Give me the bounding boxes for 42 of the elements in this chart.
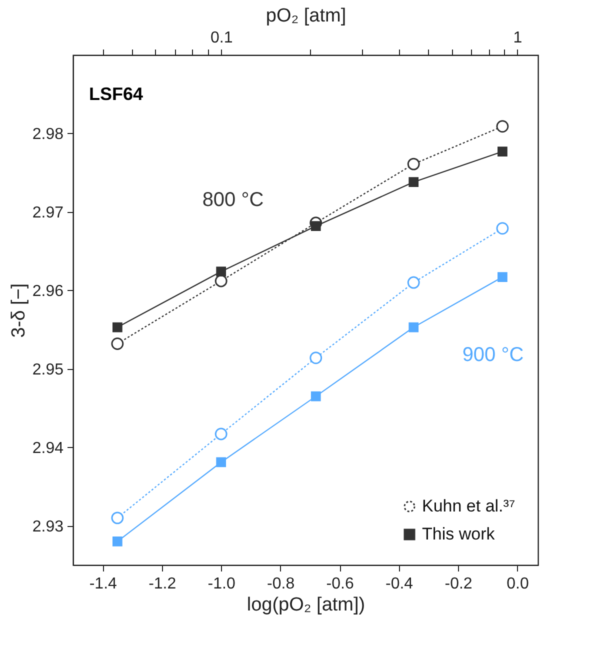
x2-tick-label: 1	[513, 30, 522, 46]
x-tick-label: -1.2	[148, 576, 176, 592]
point	[216, 457, 226, 468]
annotation: LSF64	[89, 84, 144, 104]
legend-label: This work	[422, 524, 496, 544]
point	[498, 146, 508, 156]
annotation: 900 °C	[462, 344, 524, 366]
point	[408, 322, 419, 332]
x-tick-label: -1.0	[208, 576, 236, 592]
x2-axis-title: pO₂ [atm]	[266, 6, 346, 26]
x-tick-label: -0.6	[326, 576, 354, 592]
x-tick-label: -0.4	[386, 576, 414, 592]
point	[407, 158, 420, 170]
point	[310, 391, 321, 402]
point	[496, 222, 509, 235]
x-tick-label: -1.4	[89, 576, 117, 592]
x-tick-label: 0.0	[506, 576, 529, 592]
point	[111, 338, 124, 350]
legend-label: Kuhn et al.³⁷	[422, 496, 516, 516]
y-tick-label: 2.93	[32, 518, 64, 536]
point	[498, 272, 508, 282]
point	[112, 536, 122, 546]
x-tick-label: -0.8	[267, 576, 295, 592]
x-tick-label: -0.2	[444, 576, 472, 592]
point	[496, 120, 509, 133]
point	[310, 221, 321, 231]
y-tick-label: 2.98	[32, 126, 64, 143]
y-tick-label: 2.96	[32, 282, 64, 300]
point	[214, 428, 228, 440]
y-tick-label: 2.97	[32, 204, 64, 222]
x-axis-title: log(pO₂ [atm])	[246, 594, 366, 616]
y-tick-label: 2.94	[32, 440, 64, 457]
point	[111, 512, 124, 524]
x2-tick-label: 0.1	[210, 30, 233, 46]
point	[407, 276, 420, 289]
y-tick-label: 2.95	[32, 361, 64, 378]
point	[408, 177, 419, 188]
point	[112, 322, 122, 332]
point	[216, 266, 226, 276]
y-axis-title: 3-δ [−]	[8, 283, 30, 338]
annotation: 800 °C	[202, 189, 264, 211]
point	[310, 352, 322, 364]
